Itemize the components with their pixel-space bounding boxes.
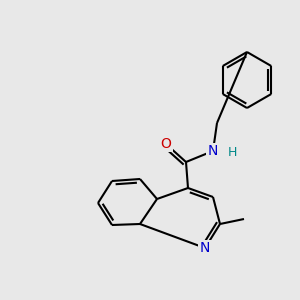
Text: N: N — [200, 241, 210, 255]
Text: O: O — [160, 137, 171, 151]
Text: H: H — [227, 146, 237, 160]
Text: N: N — [208, 144, 218, 158]
